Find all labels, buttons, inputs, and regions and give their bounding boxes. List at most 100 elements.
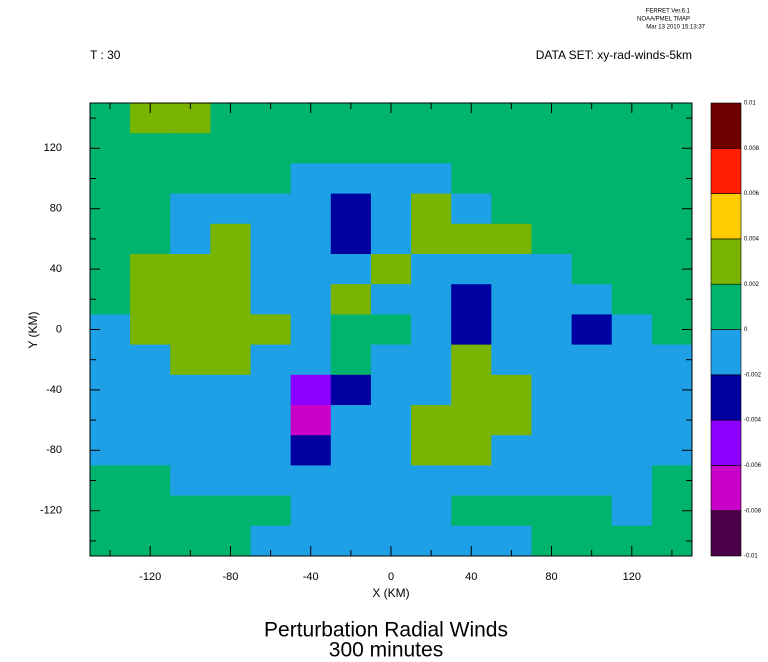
- contour-cell: [90, 163, 131, 195]
- contour-cell: [491, 163, 532, 195]
- colorbar-label: 0.002: [744, 282, 760, 288]
- contour-cell: [250, 223, 292, 255]
- contour-cell: [210, 193, 252, 225]
- contour-cell: [170, 435, 211, 466]
- contour-cell: [491, 374, 532, 406]
- contour-cell: [531, 495, 573, 527]
- contour-cell: [571, 133, 613, 164]
- contour-cell: [290, 405, 332, 436]
- contour-cell: [210, 435, 252, 466]
- contour-cell: [571, 495, 613, 527]
- contour-cell: [531, 133, 573, 164]
- contour-cell: [411, 465, 452, 497]
- contour-cell: [531, 374, 573, 406]
- y-tick-label: 80: [50, 203, 62, 215]
- contour-cell: [210, 405, 252, 436]
- contour-cell: [531, 465, 573, 497]
- contour-cell: [130, 344, 171, 376]
- x-axis-label: X (KM): [372, 586, 409, 600]
- contour-cell: [531, 344, 573, 376]
- contour-cell: [90, 284, 131, 315]
- contour-cell: [90, 465, 131, 497]
- contour-cell: [370, 284, 412, 315]
- contour-cell: [611, 465, 653, 497]
- colorbar-label: -0.004: [744, 418, 762, 424]
- contour-cell: [411, 254, 452, 285]
- contour-cell: [330, 374, 372, 406]
- contour-cell: [250, 495, 292, 527]
- contour-cell: [491, 314, 532, 346]
- colorbar-band: [710, 329, 742, 376]
- contour-cell: [290, 344, 332, 376]
- contour-cell: [611, 314, 653, 346]
- contour-cell: [531, 223, 573, 255]
- contour-cell: [651, 344, 693, 376]
- contour-cell: [531, 435, 573, 466]
- contour-cell: [571, 193, 613, 225]
- contour-cell: [411, 314, 452, 346]
- chart-subtitle: 300 minutes: [329, 639, 443, 662]
- contour-cell: [651, 284, 693, 315]
- contour-cell: [370, 435, 412, 466]
- contour-cell: [210, 133, 252, 164]
- y-tick-label: 120: [44, 142, 62, 154]
- contour-cell: [290, 223, 332, 255]
- contour-cell: [330, 193, 372, 225]
- contour-cell: [531, 254, 573, 285]
- colorbar-label: 0.008: [744, 146, 760, 152]
- contour-cell: [250, 254, 292, 285]
- colorbar-label: 0.004: [744, 236, 760, 242]
- x-tick-label: -80: [223, 571, 239, 583]
- colorbar-label: 0.01: [744, 101, 756, 107]
- colorbar-label: 0.006: [744, 191, 760, 197]
- contour-cell: [491, 344, 532, 376]
- contour-cell: [411, 193, 452, 225]
- contour-cell: [290, 435, 332, 466]
- contour-cell: [250, 435, 292, 466]
- contour-cell: [210, 284, 252, 315]
- contour-cell: [451, 374, 492, 406]
- contour-cell: [571, 314, 613, 346]
- y-tick-label: 0: [56, 323, 62, 335]
- colorbar-label: -0.01: [744, 554, 758, 560]
- contour-cell: [531, 193, 573, 225]
- contour-cell: [330, 405, 372, 436]
- header-left: T : 30: [90, 48, 121, 62]
- contour-cell: [330, 163, 372, 195]
- contour-cell: [411, 374, 452, 406]
- contour-cell: [571, 465, 613, 497]
- colorbar-label: 0: [744, 327, 748, 333]
- contour-cell: [130, 495, 171, 527]
- contour-cell: [611, 223, 653, 255]
- contour-cell: [651, 223, 693, 255]
- contour-cell: [170, 284, 211, 315]
- contour-cell: [290, 465, 332, 497]
- contour-cell: [210, 495, 252, 527]
- contour-cell: [370, 405, 412, 436]
- contour-cell: [651, 465, 693, 497]
- contour-cell: [571, 405, 613, 436]
- contour-cell: [370, 254, 412, 285]
- contour-cell: [571, 374, 613, 406]
- contour-cell: [170, 465, 211, 497]
- contour-cell: [611, 284, 653, 315]
- contour-cell: [411, 163, 452, 195]
- contour-cell: [250, 374, 292, 406]
- x-tick-label: -120: [139, 571, 161, 583]
- contour-cell: [290, 163, 332, 195]
- contour-cell: [250, 314, 292, 346]
- contour-cell: [250, 344, 292, 376]
- contour-cell: [130, 314, 171, 346]
- contour-cell: [130, 254, 171, 285]
- contour-cell: [411, 435, 452, 466]
- contour-cell: [531, 314, 573, 346]
- contour-cell: [451, 405, 492, 436]
- contour-cell: [170, 374, 211, 406]
- contour-cell: [170, 344, 211, 376]
- contour-cell: [411, 344, 452, 376]
- contour-cell: [290, 284, 332, 315]
- contour-cell: [130, 374, 171, 406]
- contour-cell: [611, 495, 653, 527]
- contour-cell: [130, 193, 171, 225]
- contour-cell: [611, 435, 653, 466]
